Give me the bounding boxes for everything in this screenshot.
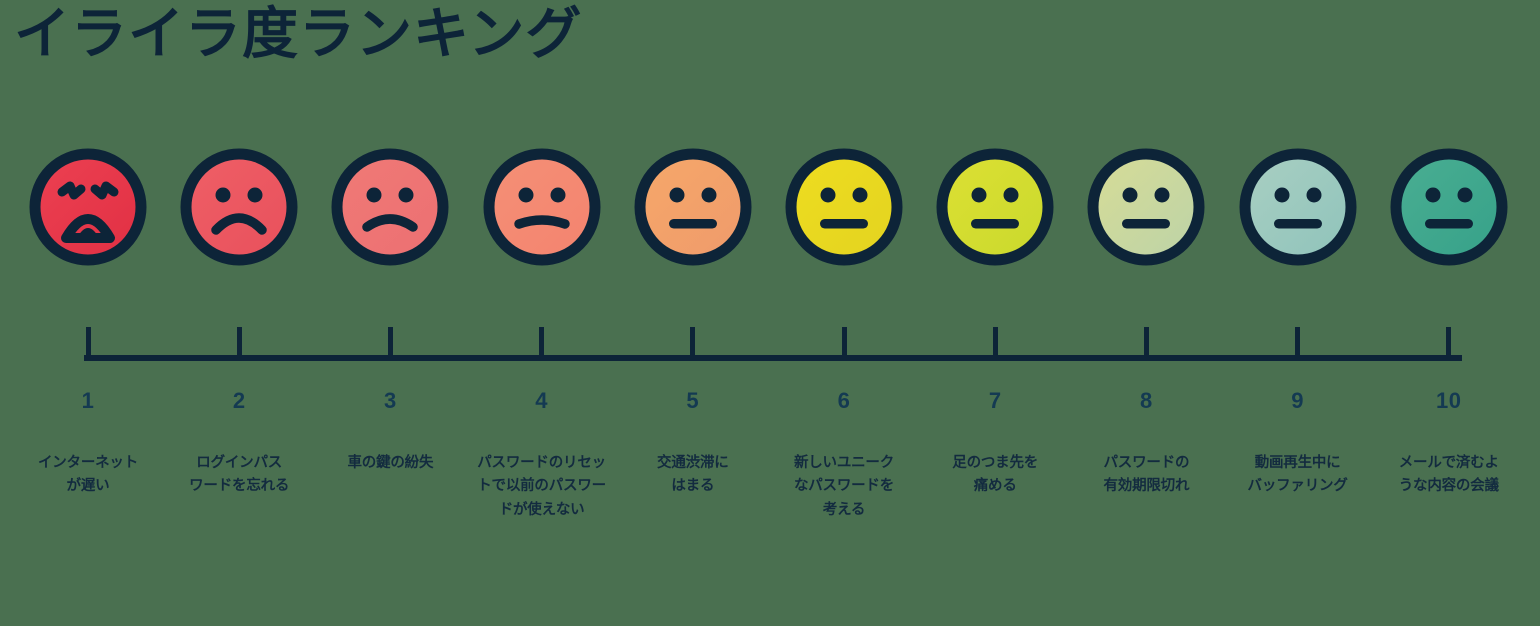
item-caption-8: パスワードの 有効期限切れ: [1071, 452, 1221, 499]
caption-line: メールで済むよ: [1398, 455, 1499, 471]
neutral-face-yellow-icon: [785, 148, 903, 266]
axis-tick-6: [841, 327, 847, 357]
axis-tick-1: [85, 327, 91, 357]
item-caption-2: ログインパス ワードを忘れる: [164, 452, 314, 499]
caption-line: パスワードの: [1103, 455, 1190, 471]
neutral-face-teal-icon: [1390, 148, 1508, 266]
item-caption-1: インターネット が遅い: [13, 452, 163, 499]
neutral-face-pale-green-icon: [1087, 148, 1205, 266]
scale-axis: [0, 322, 1540, 370]
caption-row: インターネット が遅い ログインパス ワードを忘れる 車の鍵の紛失 パスワードのリセッ トで…: [0, 452, 1540, 562]
caption-line: 考える: [822, 501, 866, 518]
scale-number-2: 2: [232, 388, 246, 413]
item-caption-10: メールで済むよ うな内容の会議: [1374, 452, 1524, 499]
scale-number-10: 10: [1436, 388, 1462, 413]
scale-number-5: 5: [686, 388, 700, 413]
item-caption-9: 動画再生中に バッファリング: [1223, 452, 1373, 499]
scale-number-row: 1 2 3 4 5 6 7 8 9 10: [0, 388, 1540, 416]
caption-line: パスワードのリセッ: [477, 455, 606, 471]
page-title: イライラ度ランキング: [14, 1, 583, 67]
caption-line: 交通渋滞に: [657, 455, 729, 471]
axis-tick-4: [539, 327, 545, 357]
axis-tick-10: [1446, 327, 1452, 357]
caption-line: 有効期限切れ: [1103, 478, 1190, 495]
scale-number-8: 8: [1140, 388, 1153, 413]
axis-line: [84, 355, 1462, 361]
caption-line: バッファリング: [1247, 478, 1348, 495]
caption-line: 車の鍵の紛失: [347, 455, 434, 471]
caption-line: なパスワードを: [793, 478, 895, 495]
neutral-face-orange-icon: [634, 148, 752, 266]
caption-line: ログインパス: [196, 455, 283, 471]
scale-number-6: 6: [837, 388, 851, 413]
axis-tick-8: [1143, 327, 1149, 357]
caption-line: トで以前のパスワー: [477, 478, 606, 495]
angry-face-icon: [29, 148, 147, 266]
axis-tick-5: [690, 327, 696, 357]
caption-line: インターネット: [37, 455, 139, 471]
sad-face-icon: [331, 148, 449, 266]
item-caption-6: 新しいユニーク なパスワードを 考える: [769, 452, 919, 522]
neutral-face-light-teal-icon: [1239, 148, 1357, 266]
axis-tick-3: [387, 327, 393, 357]
item-caption-7: 足のつま先を 痛める: [920, 452, 1070, 499]
slightly-sad-face-icon: [483, 148, 601, 266]
axis-tick-9: [1295, 327, 1301, 357]
axis-tick-2: [236, 327, 242, 357]
scale-number-7: 7: [988, 388, 1002, 413]
item-caption-4: パスワードのリセッ トで以前のパスワー ドが使えない: [467, 452, 617, 522]
caption-line: が遅い: [66, 478, 110, 495]
caption-line: はまる: [671, 478, 715, 495]
frowning-face-icon: [180, 148, 298, 266]
neutral-face-lime-icon: [936, 148, 1054, 266]
face-row: [0, 148, 1540, 272]
caption-line: 足のつま先を: [952, 455, 1039, 471]
caption-line: 痛める: [973, 478, 1017, 495]
item-caption-3: 車の鍵の紛失: [315, 452, 465, 475]
caption-line: 動画再生中に: [1254, 455, 1341, 471]
caption-line: 新しいユニーク: [793, 455, 895, 471]
scale-number-1: 1: [81, 388, 95, 413]
caption-line: うな内容の会議: [1398, 478, 1499, 495]
scale-number-9: 9: [1291, 388, 1304, 413]
caption-line: ワードを忘れる: [189, 478, 290, 495]
caption-line: ドが使えない: [498, 501, 585, 518]
scale-number-3: 3: [384, 388, 397, 413]
axis-tick-7: [992, 327, 998, 357]
item-caption-5: 交通渋滞に はまる: [618, 452, 768, 499]
scale-number-4: 4: [535, 388, 548, 413]
